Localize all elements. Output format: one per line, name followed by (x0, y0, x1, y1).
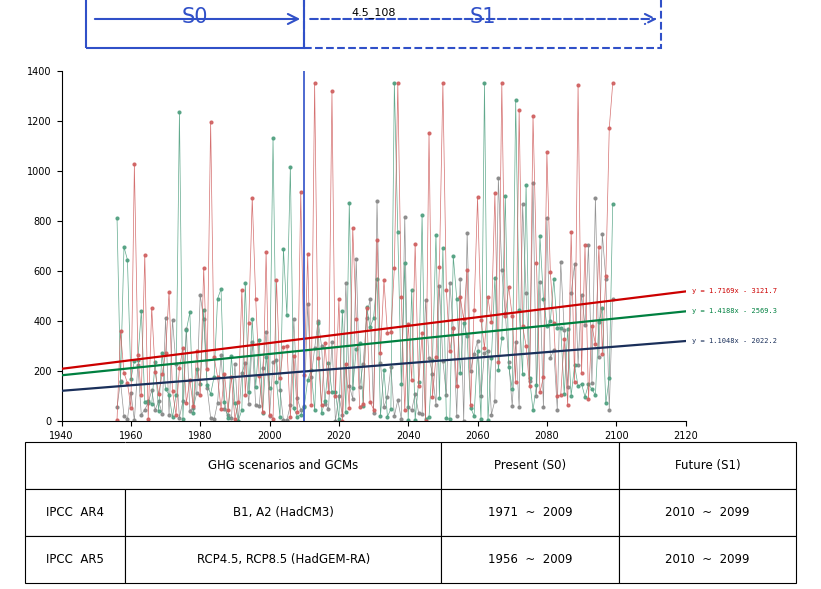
Bar (305, 0, 661, 48)
Text: y = 1.4188x - 2569.3: y = 1.4188x - 2569.3 (692, 309, 777, 315)
Text: 72: 72 (422, 446, 433, 455)
Bar (86, 0, 305, 48)
Title: 4.5_108: 4.5_108 (351, 7, 396, 18)
Text: 48: 48 (372, 446, 383, 455)
Text: S0: S0 (181, 7, 209, 27)
Text: S1: S1 (470, 7, 496, 27)
Text: y = 1.7169x - 3121.7: y = 1.7169x - 3121.7 (692, 289, 777, 294)
Text: y = 1.1048x - 2022.2: y = 1.1048x - 2022.2 (692, 338, 777, 344)
Text: 24: 24 (323, 446, 333, 455)
